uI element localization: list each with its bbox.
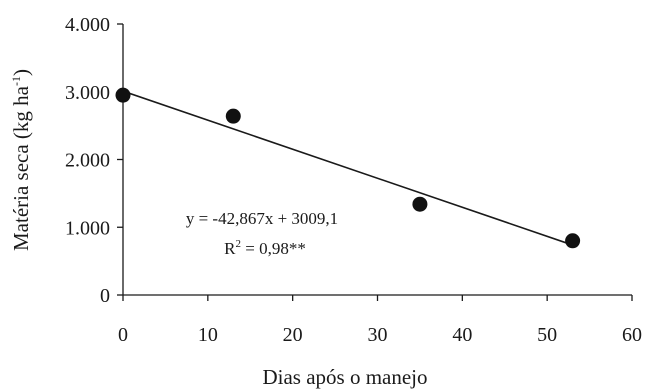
y-tick-label: 0 — [100, 285, 110, 307]
data-point — [225, 108, 241, 124]
data-point — [565, 233, 581, 249]
r2-prefix: R — [224, 239, 236, 258]
regression-equation: y = -42,867x + 3009,1 — [186, 209, 338, 228]
axes — [122, 24, 632, 296]
trendline-group — [122, 90, 573, 246]
y-tick-label: 2.000 — [65, 150, 110, 172]
ticks: 0 10 20 30 40 50 60 0 1.000 2.000 3.000 4.000 — [65, 14, 642, 346]
y-axis-title-main: Matéria seca (kg ha — [9, 85, 33, 251]
trendline — [122, 90, 573, 246]
y-axis-title-sup: -1 — [9, 76, 23, 86]
x-tick-label: 0 — [118, 324, 128, 346]
x-tick-label: 50 — [537, 324, 557, 346]
x-axis-title: Dias após o manejo — [262, 365, 427, 389]
y-tick-label: 3.000 — [65, 82, 110, 104]
y-axis-title: Matéria seca (kg ha-1) — [9, 69, 33, 251]
r2-superscript: 2 — [236, 238, 242, 250]
x-tick-label: 40 — [452, 324, 472, 346]
y-tick-label: 4.000 — [65, 14, 110, 36]
data-point — [115, 87, 131, 103]
r-squared-label: R2 = 0,98** — [224, 238, 306, 258]
x-tick-label: 20 — [283, 324, 303, 346]
x-tick-label: 60 — [622, 324, 642, 346]
y-axis-title-close: ) — [9, 69, 33, 76]
data-point — [412, 196, 428, 212]
y-tick-label: 1.000 — [65, 217, 110, 239]
x-tick-label: 10 — [198, 324, 218, 346]
r2-suffix: = 0,98** — [241, 239, 306, 258]
x-tick-label: 30 — [368, 324, 388, 346]
data-points — [115, 87, 581, 249]
